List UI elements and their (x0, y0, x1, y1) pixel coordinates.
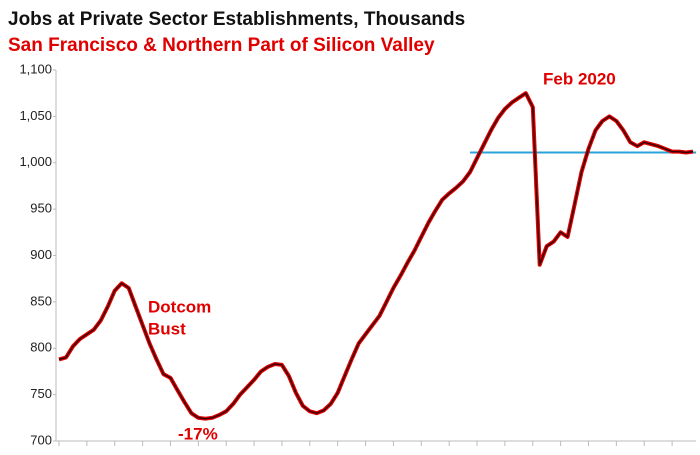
y-tick-label: 750 (30, 386, 52, 401)
y-tick-label: 850 (30, 293, 52, 308)
annotation: Dotcom (148, 297, 211, 316)
y-tick-label: 800 (30, 340, 52, 355)
annotation: Feb 2020 (543, 69, 616, 88)
y-tick-label: 950 (30, 201, 52, 216)
y-tick-label: 1,000 (19, 154, 52, 169)
y-tick-label: 1,050 (19, 108, 52, 123)
chart-title: Jobs at Private Sector Establishments, T… (8, 9, 465, 30)
data-line (58, 91, 694, 421)
data-line-core (58, 92, 694, 420)
annotation: -17% (178, 424, 218, 443)
y-tick-label: 1,100 (19, 61, 52, 76)
y-tick-label: 700 (30, 432, 52, 447)
annotation: Bust (148, 319, 186, 338)
y-tick-label: 900 (30, 247, 52, 262)
chart-subtitle: San Francisco & Northern Part of Silicon… (8, 35, 435, 56)
